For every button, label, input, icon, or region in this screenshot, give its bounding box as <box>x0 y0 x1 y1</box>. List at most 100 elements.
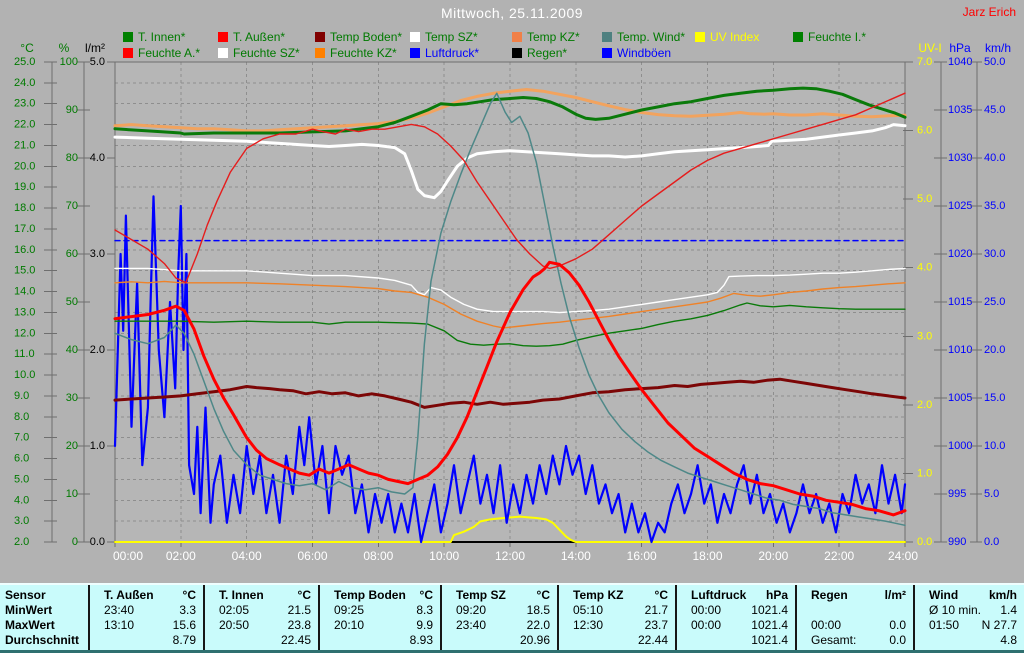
table-col-t-innen: T. Innen °C 02:05 21.5 20:50 23.8 22.45 <box>203 585 318 650</box>
axis-tick-label-hpa: 1015 <box>948 296 972 308</box>
axis-tick-label-pct: 100 <box>60 56 78 68</box>
header-temp-kz-label: Temp KZ <box>573 588 624 602</box>
axis-tick-label-hpa: 1005 <box>948 392 972 404</box>
axis-tick-label-kmh: 25.0 <box>984 296 1005 308</box>
header-wind-label: Wind <box>929 588 959 602</box>
header-t-innen-label: T. Innen <box>219 588 264 602</box>
legend-item-feuchte-i: Feuchte I.* <box>793 31 866 43</box>
maxwert-luftdruck-label: 00:00 <box>691 618 722 632</box>
legend-label: Luftdruck* <box>425 46 480 60</box>
header-regen-value: l/m² <box>884 588 906 602</box>
axis-tick-label-c: 24.0 <box>14 77 35 89</box>
legend-label: Temp. Wind* <box>617 30 686 44</box>
minwert-temp-sz-label: 09:20 <box>456 603 487 617</box>
axis-tick-label-c: 21.0 <box>14 139 35 151</box>
legend-item-feuchte-kz: Feuchte KZ* <box>315 47 397 59</box>
legend-item-windb-en: Windböen <box>602 47 671 59</box>
series-feuchte-sz <box>114 267 906 314</box>
legend-item-regen: Regen* <box>512 47 567 59</box>
minwert-luftdruck-value: 1021.4 <box>751 603 788 617</box>
axis-tick-label-c: 6.0 <box>14 453 29 465</box>
maxwert-wind: 01:50 N 27.7 <box>915 618 1024 633</box>
legend-swatch-t-au-en <box>218 32 228 42</box>
legend-item-feuchte-sz: Feuchte SZ* <box>218 47 300 59</box>
durchschnitt-regen: Gesamt: 0.0 <box>797 633 913 648</box>
durchschnitt-temp-kz: 22.44 <box>559 633 675 648</box>
maxwert-temp-sz-label: 23:40 <box>456 618 487 632</box>
axis-tick-label-c: 4.0 <box>14 494 29 506</box>
header-t-au-en-label: T. Außen <box>104 588 154 602</box>
axis-tick-label-kmh: 45.0 <box>984 104 1005 116</box>
x-tick-label: 20:00 <box>758 549 788 563</box>
durchschnitt-regen-label: Gesamt: <box>811 633 857 647</box>
maxwert-t-au-en-value: 15.6 <box>172 618 196 632</box>
axis-tick-label-c: 19.0 <box>14 181 35 193</box>
legend-item-temp-boden: Temp Boden* <box>315 31 402 43</box>
maxwert-luftdruck: 00:00 1021.4 <box>677 618 795 633</box>
durchschnitt-t-au-en-value: 8.79 <box>172 633 196 647</box>
table-col-luftdruck: Luftdruck hPa 00:00 1021.4 00:00 1021.4 1021.4 <box>675 585 795 650</box>
table-col-wind: Wind km/h Ø 10 min. 1.4 01:50 N 27.7 4.8 <box>913 585 1024 650</box>
maxwert-regen-label: 00:00 <box>811 618 842 632</box>
legend-item-t-innen: T. Innen* <box>123 31 185 43</box>
axis-tick-label-kmh: 15.0 <box>984 392 1005 404</box>
axis-tick-label-pct: 10 <box>66 488 78 500</box>
header-wind-value: km/h <box>988 588 1017 602</box>
maxwert-temp-sz: 23:40 22.0 <box>442 618 557 633</box>
axis-tick-label-kmh: 5.0 <box>984 488 999 500</box>
table-col-temp-kz: Temp KZ °C 05:10 21.7 12:30 23.7 22.44 <box>557 585 675 650</box>
header-temp-sz-label: Temp SZ <box>456 588 506 602</box>
axis-tick-label-c: 23.0 <box>14 98 35 110</box>
minwert-temp-kz-value: 21.7 <box>644 603 668 617</box>
legend-label: Temp SZ* <box>425 30 478 44</box>
maxwert-temp-boden: 20:10 9.9 <box>320 618 440 633</box>
axis-tick-label-pct: 50 <box>66 296 78 308</box>
x-tick-label: 24:00 <box>888 549 918 563</box>
durchschnitt-t-innen: 22.45 <box>205 633 318 648</box>
series-temp-boden <box>113 377 907 409</box>
legend-label: Feuchte A.* <box>138 46 201 60</box>
series-feuchte-a <box>114 92 906 284</box>
header-t-au-en: T. Außen °C <box>90 588 203 603</box>
legend-label: Windböen <box>617 46 672 60</box>
axis-header-hpa: hPa <box>949 41 971 55</box>
legend-label: T. Außen* <box>233 30 286 44</box>
table-col-rowlabels: Sensor MinWert MaxWert Durchschnitt <box>0 585 88 650</box>
axis-tick-label-c: 25.0 <box>14 56 35 68</box>
row-label-3-label: Durchschnitt <box>5 633 80 647</box>
legend-item-luftdruck: Luftdruck* <box>410 47 479 59</box>
maxwert-luftdruck-value: 1021.4 <box>751 618 788 632</box>
minwert-t-au-en: 23:40 3.3 <box>90 603 203 618</box>
weather-chart: °C25.024.023.022.021.020.019.018.017.016… <box>14 41 1011 563</box>
row-label-3: Durchschnitt <box>0 633 88 648</box>
row-label-0: Sensor <box>0 588 88 603</box>
row-label-1-label: MinWert <box>5 603 53 617</box>
legend-item-uv-index: UV Index <box>695 31 759 43</box>
axis-tick-label-hpa: 990 <box>948 536 966 548</box>
axis-tick-label-pct: 70 <box>66 200 78 212</box>
legend-item-temp-sz: Temp SZ* <box>410 31 478 43</box>
axis-tick-label-pct: 20 <box>66 440 78 452</box>
legend-label: Temp Boden* <box>330 30 403 44</box>
stats-table: Sensor MinWert MaxWert Durchschnitt T. Außen… <box>0 583 1024 653</box>
x-tick-label: 10:00 <box>429 549 459 563</box>
axis-tick-label-c: 8.0 <box>14 411 29 423</box>
maxwert-temp-boden-label: 20:10 <box>334 618 365 632</box>
axis-tick-label-kmh: 0.0 <box>984 536 999 548</box>
axis-tick-label-kmh: 30.0 <box>984 248 1005 260</box>
series-temp-kz <box>113 88 907 133</box>
legend-label: Feuchte SZ* <box>233 46 300 60</box>
axis-tick-label-hpa: 1035 <box>948 104 972 116</box>
axis-tick-label-uv: 7.0 <box>917 56 932 68</box>
legend-swatch-feuchte-i <box>793 32 803 42</box>
axis-tick-label-pct: 0 <box>72 536 78 548</box>
legend-swatch-temp-boden <box>315 32 325 42</box>
axis-tick-label-c: 13.0 <box>14 306 35 318</box>
x-tick-label: 00:00 <box>113 549 143 563</box>
minwert-regen <box>797 603 913 618</box>
axis-header-lm2: l/m² <box>85 41 105 55</box>
durchschnitt-temp-boden-value: 8.93 <box>409 633 433 647</box>
legend-label: T. Innen* <box>138 30 186 44</box>
legend-label: Regen* <box>527 46 568 60</box>
maxwert-temp-kz: 12:30 23.7 <box>559 618 675 633</box>
